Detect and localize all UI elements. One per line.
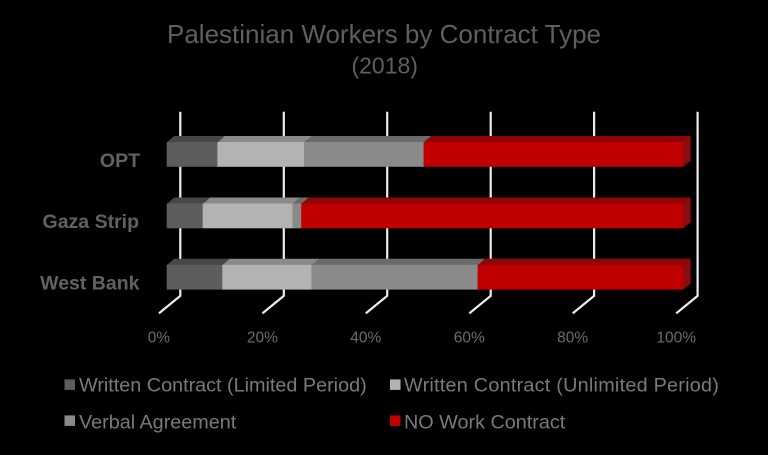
svg-text:Palestinian Workers by Contrac: Palestinian Workers by Contract Type [167,19,601,49]
svg-text:OPT: OPT [100,150,140,172]
svg-text:60%: 60% [454,330,485,347]
svg-text:Gaza Strip: Gaza Strip [43,211,140,233]
svg-text:West Bank: West Bank [40,273,139,295]
svg-text:100%: 100% [656,330,696,347]
svg-text:(2018): (2018) [351,52,417,78]
svg-text:NO Work Contract: NO Work Contract [404,412,566,434]
svg-text:Written Contract (Unlimited Pe: Written Contract (Unlimited Period) [404,375,719,397]
svg-text:80%: 80% [557,330,588,347]
svg-text:40%: 40% [350,330,381,347]
svg-text:Written Contract (Limited Peri: Written Contract (Limited Period) [79,375,367,397]
svg-text:0%: 0% [148,330,171,347]
svg-text:Verbal Agreement: Verbal Agreement [79,412,237,434]
svg-text:20%: 20% [247,330,278,347]
